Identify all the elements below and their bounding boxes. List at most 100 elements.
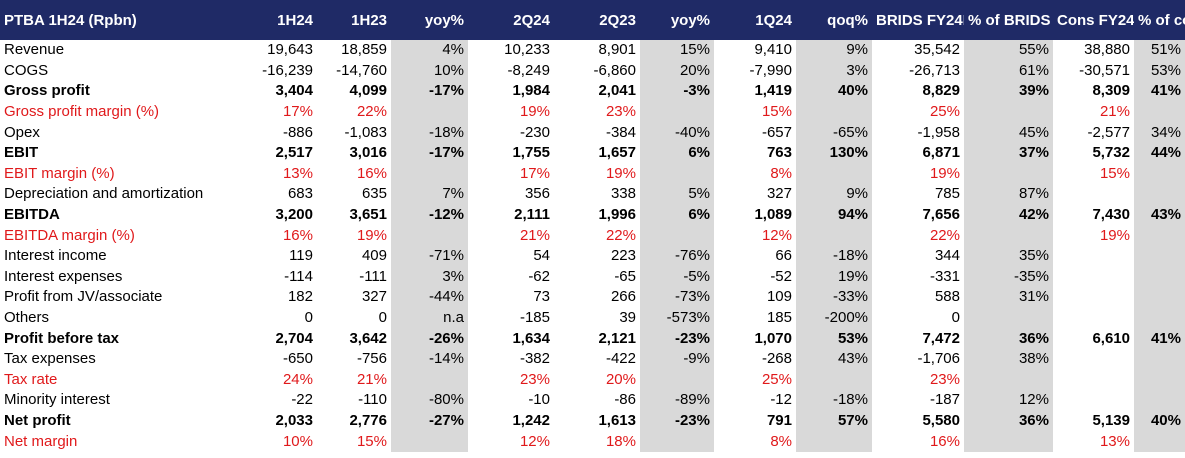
table-cell: 2,121 (598, 329, 636, 347)
table-cell: 327 (766, 185, 792, 203)
table-cell: 16% (282, 226, 313, 244)
row-label: COGS (4, 61, 49, 79)
table-cell: 41% (1134, 81, 1185, 102)
table-cell (391, 101, 468, 123)
table-cell: 7% (391, 184, 468, 205)
table-body: Revenue 19,643 18,859 4% 10,233 8,901 15% 9,410… (0, 40, 1185, 452)
column-header: % of BRIDS (964, 0, 1053, 40)
column-header: 2Q24 (468, 0, 554, 40)
table-cell: -756 (356, 350, 387, 368)
table-cell: 344 (934, 247, 960, 265)
row-label: Interest income (4, 247, 107, 265)
table-cell (796, 431, 872, 452)
table-cell: -27% (391, 410, 468, 432)
table-cell: 24% (282, 370, 313, 388)
table-cell: 19% (519, 103, 550, 121)
table-cell: 66 (775, 247, 792, 265)
table-cell (964, 369, 1053, 391)
table-cell (796, 369, 872, 391)
table-cell: 13% (1099, 432, 1130, 450)
table-cell: 7,472 (922, 329, 960, 347)
table-cell: 1,089 (754, 206, 792, 224)
table-cell: 13% (282, 164, 313, 182)
table-cell (1053, 308, 1134, 329)
table-cell: 0 (951, 309, 960, 327)
table-row: Others 0 0 n.a -185 39 -573% 185 -200% 0 (0, 307, 1185, 329)
table-cell: -650 (282, 350, 313, 368)
table-row: Interest expenses -114 -111 3% -62 -65 -5% -52 1… (0, 266, 1185, 288)
table-cell: -17% (391, 142, 468, 164)
row-label: Others (4, 309, 50, 327)
table-cell: -76% (640, 245, 714, 267)
table-cell: 338 (610, 185, 636, 203)
table-cell (1053, 184, 1134, 205)
table-cell: -12% (391, 204, 468, 226)
table-cell: 42% (964, 204, 1053, 226)
table-cell: 19% (1099, 226, 1130, 244)
table-cell: 1,634 (512, 329, 550, 347)
table-row: COGS -16,239 -14,760 10% -8,249 -6,860 20% -7,9… (0, 60, 1185, 82)
row-label: Net profit (4, 411, 71, 429)
table-row: EBITDA 3,200 3,651 -12% 2,111 1,996 6% 1,089 94%… (0, 204, 1185, 226)
table-cell: 12% (964, 390, 1053, 411)
table-cell: 25% (761, 370, 792, 388)
table-cell: 785 (934, 185, 960, 203)
table-cell: 21% (1099, 103, 1130, 121)
row-label: Tax rate (4, 370, 58, 388)
table-cell: 10,233 (504, 41, 550, 59)
table-cell: 1,984 (512, 82, 550, 100)
table-cell: -230 (519, 123, 550, 141)
table-cell: -185 (519, 309, 550, 327)
table-row: Minority interest -22 -110 -80% -10 -86 -89% -1… (0, 390, 1185, 411)
table-cell: 38,880 (1084, 41, 1130, 59)
table-cell (1053, 246, 1134, 267)
table-cell: 15% (640, 40, 714, 61)
table-cell (1053, 267, 1134, 288)
table-cell: 4,099 (349, 82, 387, 100)
table-cell: 8% (770, 432, 792, 450)
table-cell: 5,139 (1092, 411, 1130, 429)
table-cell: 266 (610, 288, 636, 306)
row-label: Net margin (4, 432, 78, 450)
table-cell: 1,613 (598, 411, 636, 429)
table-cell: -23% (640, 328, 714, 349)
table-cell (640, 101, 714, 123)
table-cell: 16% (356, 164, 387, 182)
table-cell: -9% (640, 348, 714, 370)
table-cell (964, 307, 1053, 329)
table-cell (1134, 369, 1185, 391)
table-cell: 21% (519, 226, 550, 244)
table-cell: 3% (391, 266, 468, 288)
table-cell: 6% (640, 204, 714, 226)
table-cell: -18% (796, 390, 872, 411)
table-cell: 51% (1134, 40, 1185, 61)
table-cell: 8,309 (1092, 82, 1130, 100)
table-cell: -1,083 (344, 123, 387, 141)
row-label: EBIT (4, 144, 39, 162)
row-label: Minority interest (4, 391, 110, 409)
column-header: BRIDS FY24F (872, 0, 964, 40)
table-cell: 15% (761, 103, 792, 121)
table-cell: 15% (356, 432, 387, 450)
table-cell: 17% (519, 164, 550, 182)
table-cell: 3,642 (349, 329, 387, 347)
table-cell: 2,517 (275, 144, 313, 162)
table-cell: -44% (391, 287, 468, 308)
header-row: PTBA 1H24 (Rpbn) 1H24 1H23 yoy% 2Q24 2Q23 yoy%… (0, 0, 1185, 40)
row-label: EBITDA margin (%) (4, 226, 135, 244)
column-header: qoq% (796, 0, 872, 40)
table-cell: -384 (605, 123, 636, 141)
table-cell: 15% (1099, 164, 1130, 182)
table-row: EBIT 2,517 3,016 -17% 1,755 1,657 6% 763 130% 6,8… (0, 142, 1185, 164)
column-header: yoy% (391, 0, 468, 40)
table-cell: 35,542 (914, 41, 960, 59)
table-cell (640, 225, 714, 246)
table-cell: 3,016 (349, 144, 387, 162)
table-cell: 12% (519, 432, 550, 450)
table-cell: 19% (796, 266, 872, 288)
table-row: Opex -886 -1,083 -18% -230 -384 -40% -657 -65% -1… (0, 122, 1185, 143)
table-cell: -71% (391, 245, 468, 267)
table-cell: -35% (964, 266, 1053, 288)
row-label: Profit from JV/associate (4, 288, 163, 306)
